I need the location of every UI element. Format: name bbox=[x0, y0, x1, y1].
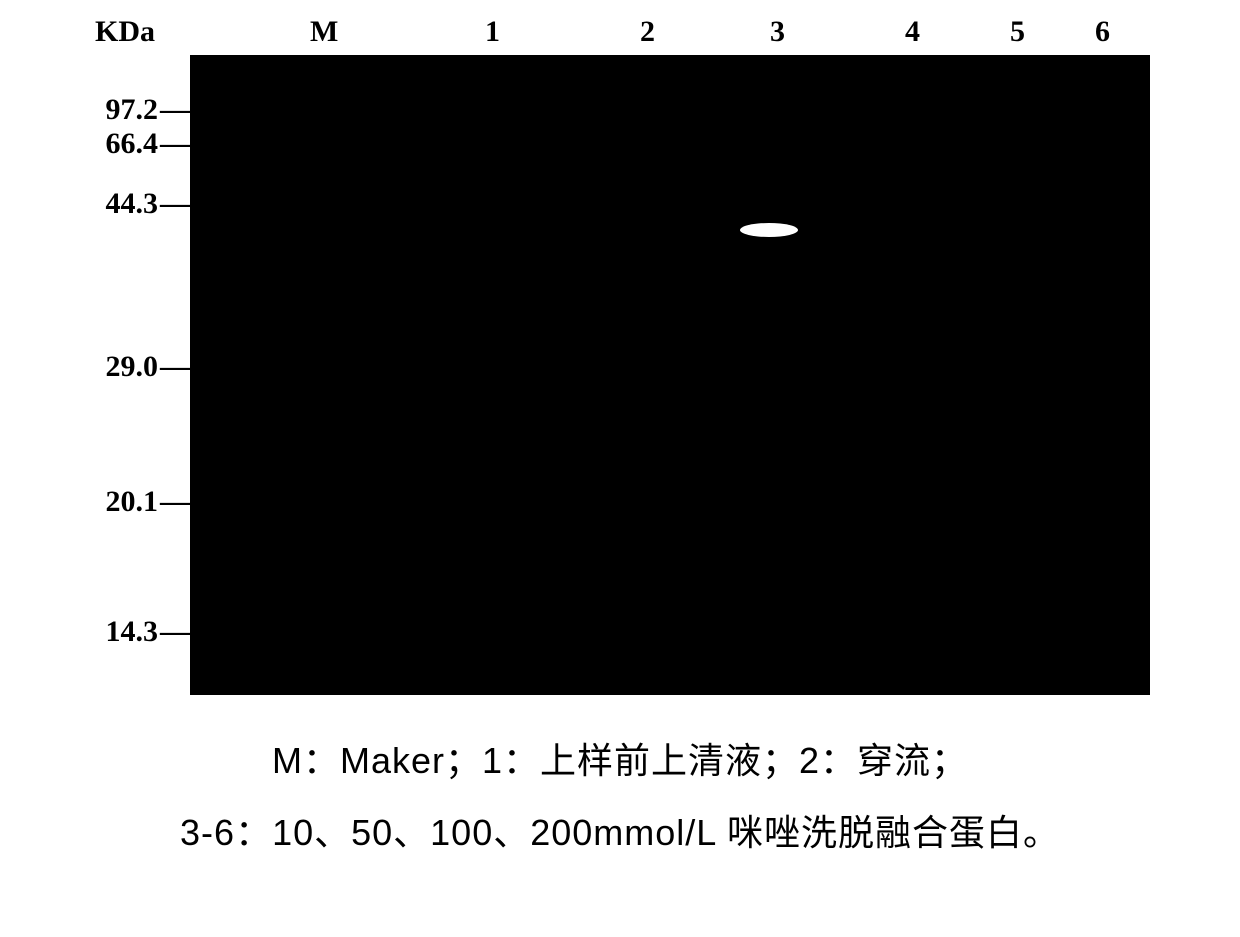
lane-header-3: 3 bbox=[770, 15, 785, 49]
gel-image bbox=[190, 55, 1150, 695]
mw-label-14.3: 14.3 bbox=[106, 615, 191, 649]
lane-header-6: 6 bbox=[1095, 15, 1110, 49]
gel-row: 97.266.4 44.3 29.0 20.1 14.3 bbox=[80, 55, 1160, 705]
lane-header-4: 4 bbox=[905, 15, 920, 49]
molecular-weight-labels: 97.266.4 44.3 29.0 20.1 14.3 bbox=[80, 55, 190, 705]
mw-label-66.4: 66.4 bbox=[106, 127, 191, 161]
gel-figure: KDa M 1 2 3 4 5 6 97.266.4 44.3 29.0 20.1 14.3 bbox=[80, 10, 1160, 705]
gel-band-0 bbox=[740, 223, 798, 237]
lane-header-M: M bbox=[310, 15, 338, 49]
lane-header-row: KDa M 1 2 3 4 5 6 bbox=[80, 10, 1160, 55]
lane-header-1: 1 bbox=[485, 15, 500, 49]
lane-header-5: 5 bbox=[1010, 15, 1025, 49]
caption-line-2: 3-6：10、50、100、200mmol/L 咪唑洗脱融合蛋白。 bbox=[0, 797, 1240, 869]
figure-caption: M：Maker；1：上样前上清液；2：穿流； 3-6：10、50、100、200… bbox=[0, 725, 1240, 869]
mw-label-20.1: 20.1 bbox=[106, 485, 191, 519]
caption-line-1: M：Maker；1：上样前上清液；2：穿流； bbox=[272, 740, 968, 781]
mw-label-44.3: 44.3 bbox=[106, 187, 191, 221]
mw-label-29.0: 29.0 bbox=[106, 350, 191, 384]
mw-label-97.2: 97.2 bbox=[106, 93, 191, 127]
lane-header-2: 2 bbox=[640, 15, 655, 49]
lane-header-KDa: KDa bbox=[95, 15, 155, 49]
